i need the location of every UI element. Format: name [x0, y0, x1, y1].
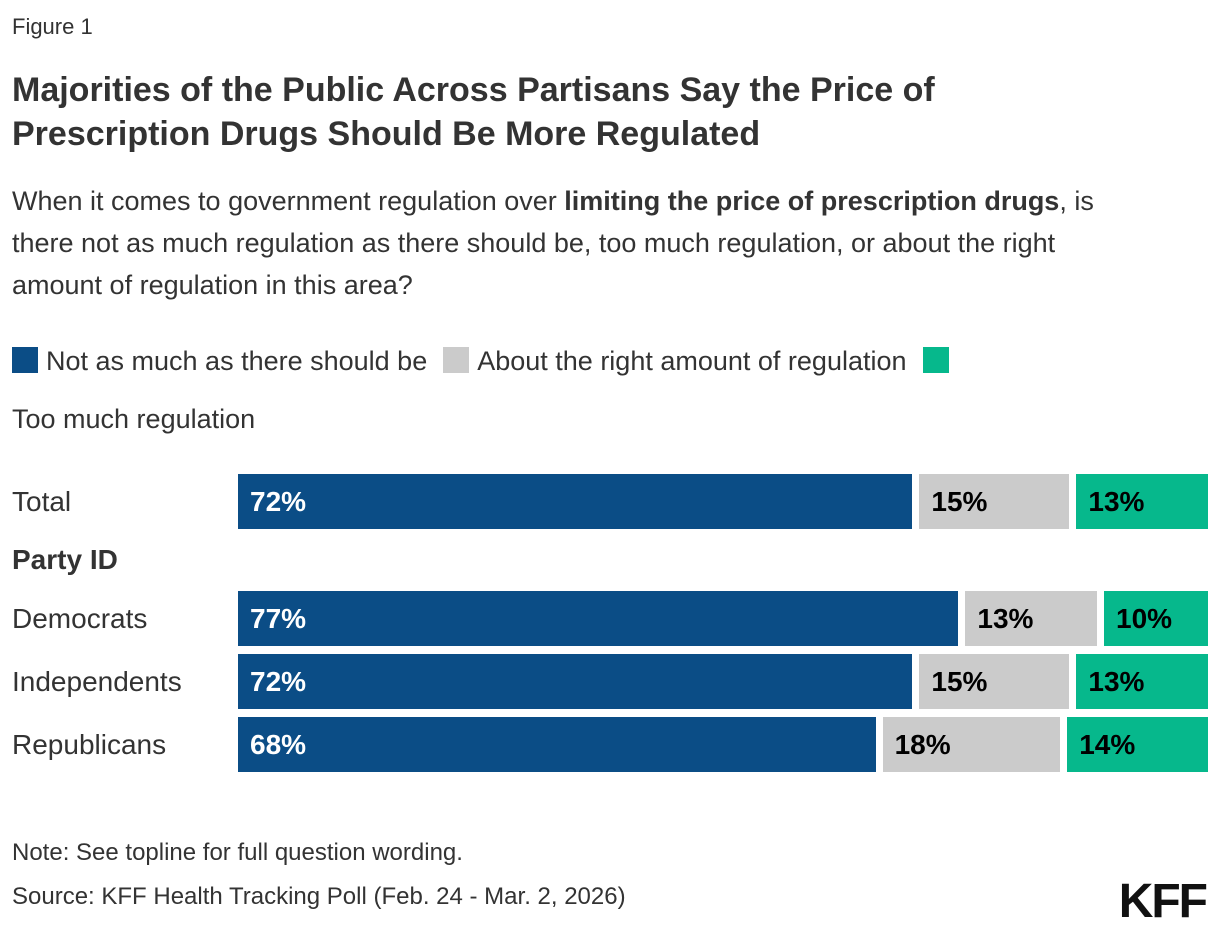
source-text: Source: KFF Health Tracking Poll (Feb. 2…	[12, 883, 626, 910]
legend-swatch-icon	[443, 347, 470, 373]
bar-segment: 72%	[238, 474, 913, 529]
stacked-bar: 72% 15% 13%	[238, 474, 1208, 529]
bar-segment: 15%	[919, 474, 1070, 529]
subtitle-segment: When it comes to government regulation o…	[12, 186, 565, 216]
bar-segment: 18%	[882, 717, 1061, 772]
bar-segment: 15%	[919, 654, 1070, 709]
legend: Not as much as there should be About the …	[12, 332, 972, 448]
legend-item: Too much regulation	[12, 346, 957, 434]
row-label: Total	[12, 485, 72, 517]
bar-segment: 77%	[238, 591, 959, 646]
figure-label: Figure 1	[12, 14, 93, 39]
chart-row: Total 72% 15% 13%	[12, 474, 1208, 529]
row-label: Independents	[12, 665, 182, 697]
kff-logo: KFF	[1118, 875, 1208, 928]
bar-segment: 68%	[238, 717, 876, 772]
bar-segment: 13%	[1076, 654, 1208, 709]
chart-row: Independents 72% 15% 13%	[12, 654, 1208, 709]
stacked-bar: 72% 15% 13%	[238, 654, 1208, 709]
row-label: Democrats	[12, 602, 148, 634]
legend-item: Not as much as there should be	[12, 346, 427, 376]
chart-row: Democrats 77% 13% 10%	[12, 591, 1208, 646]
stacked-bar: 77% 13% 10%	[238, 591, 1208, 646]
legend-item: About the right amount of regulation	[443, 346, 907, 376]
legend-label: Not as much as there should be	[46, 346, 428, 376]
legend-swatch-icon	[922, 347, 949, 373]
section-heading: Party ID	[12, 544, 118, 575]
bar-segment: 10%	[1104, 591, 1208, 646]
subtitle-segment: limiting the price of prescription drugs	[564, 186, 1060, 216]
note-text: Note: See topline for full question word…	[12, 839, 463, 866]
legend-label: Too much regulation	[12, 404, 256, 434]
subtitle-segment: , is there not as much regulation as the…	[12, 186, 1094, 300]
chart-title: Majorities of the Public Across Partisan…	[12, 68, 1192, 156]
bar-segment: 13%	[965, 591, 1097, 646]
bar-segment: 72%	[238, 654, 913, 709]
chart-title-line-2: Prescription Drugs Should Be More Regula…	[12, 115, 761, 153]
chart-row: Republicans 68% 18% 14%	[12, 717, 1208, 772]
chart-title-line-1: Majorities of the Public Across Partisan…	[12, 71, 935, 109]
legend-swatch-icon	[12, 347, 38, 373]
bar-segment: 14%	[1067, 717, 1208, 772]
stacked-bar: 68% 18% 14%	[238, 717, 1208, 772]
chart: Total 72% 15% 13% Party ID Democrats 77% 13% 10%…	[12, 474, 1208, 772]
chart-subtitle: When it comes to government regulation o…	[12, 180, 1142, 306]
row-label: Republicans	[12, 728, 167, 760]
legend-label: About the right amount of regulation	[477, 346, 907, 376]
bar-segment: 13%	[1076, 474, 1208, 529]
